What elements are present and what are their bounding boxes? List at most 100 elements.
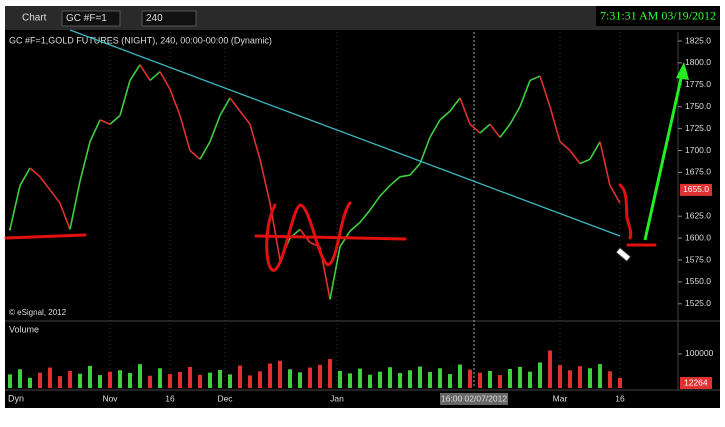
- x-tick-label: Nov: [102, 393, 118, 403]
- price-segment: [129, 64, 141, 81]
- price-segment: [409, 163, 421, 176]
- price-segment: [29, 167, 41, 178]
- x-tick-label: 16: [165, 393, 175, 403]
- interval[interactable]: 240: [146, 13, 163, 24]
- volume-bar: [178, 371, 182, 388]
- volume-bar: [588, 368, 592, 388]
- price-segment: [559, 141, 571, 152]
- volume-bar: [318, 364, 322, 388]
- price-segment: [219, 97, 231, 116]
- volume-bar: [368, 374, 372, 388]
- volume-bar: [538, 362, 542, 388]
- last-price-box: [680, 183, 712, 196]
- volume-bar: [458, 364, 462, 388]
- volume-bar: [248, 375, 252, 388]
- price-segment: [249, 124, 261, 160]
- last-price-label: 1655.0: [683, 184, 709, 194]
- volume-bar: [448, 374, 452, 388]
- volume-bar: [578, 366, 582, 388]
- volume-bar: [58, 376, 62, 388]
- volume-bar: [388, 367, 392, 388]
- volume-bar: [278, 360, 282, 388]
- price-segment: [579, 158, 591, 165]
- volume-tick-label: 100000: [685, 348, 714, 358]
- x-tick-label: Jan: [330, 393, 344, 403]
- last-volume-label: 12264: [684, 377, 708, 387]
- price-segment: [369, 195, 381, 211]
- price-segment: [239, 110, 251, 125]
- volume-bar: [308, 367, 312, 388]
- volume-bar: [48, 367, 52, 388]
- symbol-input[interactable]: [61, 10, 121, 27]
- window-label: Chart: [22, 13, 47, 24]
- price-segment: [99, 119, 111, 125]
- volume-bar: [88, 365, 92, 388]
- volume-bar: [258, 371, 262, 388]
- arrow-shaft: [643, 73, 684, 241]
- volume-bar: [118, 370, 122, 388]
- price-segment: [399, 174, 411, 178]
- clock-box: [596, 6, 720, 26]
- volume-bar: [188, 366, 192, 388]
- trendline: [69, 29, 621, 237]
- price-segment: [419, 137, 431, 164]
- volume-bar: [208, 372, 212, 388]
- price-segment: [189, 149, 201, 160]
- interval-input[interactable]: [141, 10, 197, 27]
- volume-bar: [348, 373, 352, 388]
- price-segment: [329, 246, 341, 300]
- drop-mark: [618, 183, 633, 240]
- symbol[interactable]: GC #F=1: [66, 13, 107, 24]
- price-segment: [479, 123, 491, 134]
- clock: 7:31:31 AM 03/19/2012: [600, 8, 716, 22]
- volume-bar: [488, 370, 492, 388]
- price-segment: [539, 75, 551, 107]
- volume-bar: [78, 373, 82, 388]
- volume-bar: [398, 373, 402, 388]
- volume-bar: [38, 372, 42, 388]
- price-segment: [199, 141, 211, 160]
- price-segment: [599, 141, 611, 186]
- y-tick-label: 1775.0: [685, 79, 711, 89]
- volume-bar: [428, 371, 432, 388]
- volume-bar: [498, 375, 502, 388]
- volume-bar: [238, 365, 242, 388]
- price-segment: [569, 150, 581, 165]
- y-tick-label: 1550.0: [685, 276, 711, 286]
- footer-label: Dyn: [8, 393, 24, 403]
- volume-bar: [438, 368, 442, 388]
- price-segment: [509, 106, 521, 125]
- volume-bar: [558, 365, 562, 388]
- arrow: [643, 62, 689, 241]
- x-tick-label: 16:00 02/07/2012: [441, 393, 507, 403]
- volume-bar: [108, 371, 112, 388]
- volume-bar: [298, 372, 302, 388]
- y-tick-label: 1725.0: [685, 123, 711, 133]
- volume-bar: [528, 371, 532, 388]
- annotations: [4, 183, 657, 272]
- x-tick-label: 16: [615, 393, 625, 403]
- volume-bar: [598, 364, 602, 388]
- price-segment: [59, 202, 71, 230]
- volume-bar: [468, 369, 472, 388]
- x-tick-label: Mar: [553, 393, 568, 403]
- crosshair-label-box: [440, 393, 508, 405]
- volume-bar: [378, 371, 382, 388]
- price-segment: [359, 209, 371, 223]
- price-segment: [609, 185, 621, 204]
- price-segment: [109, 114, 121, 125]
- support-line: [4, 233, 87, 240]
- price-segment: [519, 80, 531, 107]
- support-line: [254, 234, 407, 241]
- price-segment: [489, 123, 501, 138]
- volume-bar: [128, 373, 132, 388]
- volume-bar: [268, 363, 272, 388]
- y-tick-label: 1600.0: [685, 232, 711, 242]
- price-segment: [39, 176, 51, 191]
- y-tick-label: 1675.0: [685, 167, 711, 177]
- window: [5, 6, 720, 408]
- volume-bar: [138, 364, 142, 388]
- price-segment: [9, 185, 21, 230]
- pen-cursor: [615, 246, 632, 263]
